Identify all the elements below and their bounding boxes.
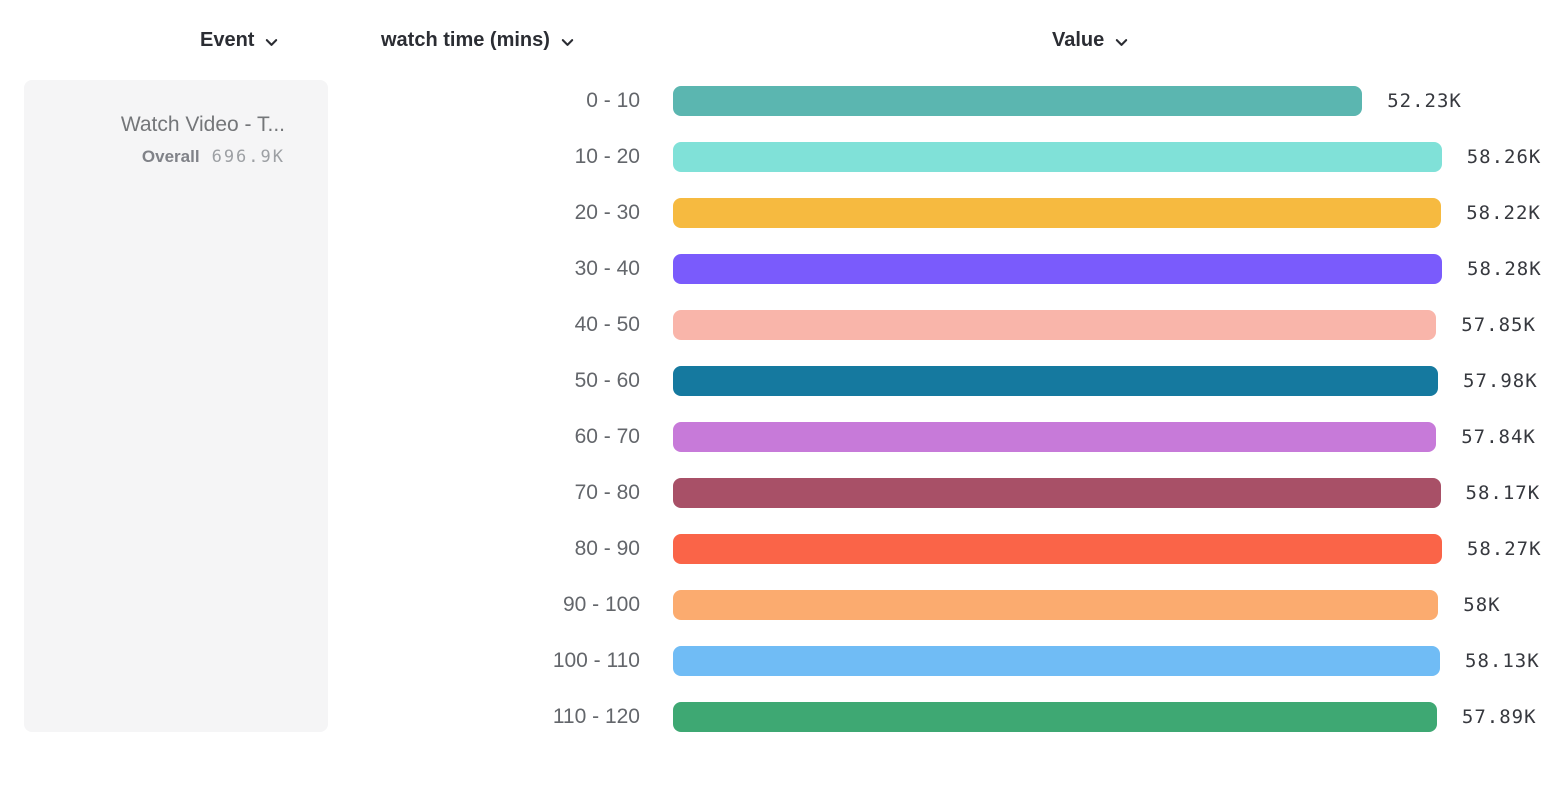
chart-row: 70 - 80 58.17K [0,465,1568,521]
value-label: 58.27K [1466,538,1542,560]
value-bar[interactable] [673,310,1437,340]
bucket-label: 20 - 30 [574,201,640,224]
value-label: 57.98K [1463,370,1538,392]
value-label: 58.17K [1465,482,1541,504]
value-bar[interactable] [673,86,1363,116]
bucket-label: 40 - 50 [574,313,640,336]
value-label: 58.13K [1465,650,1540,672]
value-bar[interactable] [673,646,1440,676]
value-label: 58.28K [1467,258,1542,280]
event-card[interactable]: Watch Video - T... Overall 696.9K [24,80,328,732]
watch-time-column-label: watch time (mins) [381,29,550,51]
chevron-down-icon [1114,35,1129,50]
value-label: 58.22K [1466,202,1541,224]
chart-row: 40 - 50 57.85K [0,297,1568,353]
chart-row: 50 - 60 57.98K [0,353,1568,409]
event-title: Watch Video - T... [120,113,285,136]
value-bar[interactable] [673,254,1442,284]
bucket-label: 60 - 70 [574,425,640,448]
value-label: 58K [1463,594,1501,616]
value-label: 57.85K [1461,314,1536,336]
value-bar[interactable] [673,142,1442,172]
chart-row: 80 - 90 58.27K [0,521,1568,577]
bucket-label: 80 - 90 [574,537,640,560]
chevron-down-icon [264,35,279,50]
chart-row: 20 - 30 58.22K [0,185,1568,241]
bucket-label: 10 - 20 [574,145,640,168]
bar-chart-rows: 0 - 10 52.23K 10 - 20 58.26K 20 - 30 58.22K 30… [0,73,1568,745]
chart-row: 60 - 70 57.84K [0,409,1568,465]
value-bar[interactable] [673,702,1437,732]
bucket-label: 50 - 60 [574,369,640,392]
bucket-label: 30 - 40 [574,257,640,280]
value-label: 57.89K [1461,706,1537,728]
chart-row: 10 - 20 58.26K [0,129,1568,185]
event-column-label: Event [200,29,255,51]
value-bar[interactable] [673,198,1442,228]
chart-row: 90 - 100 58K [0,577,1568,633]
chart-row: 110 - 120 57.89K [0,689,1568,745]
value-bar[interactable] [673,366,1438,396]
overall-row: Overall 696.9K [24,147,285,167]
value-label: 57.84K [1461,426,1536,448]
overall-label: Overall [141,147,200,166]
value-bar[interactable] [673,478,1441,508]
value-bar[interactable] [673,422,1437,452]
bucket-label: 70 - 80 [574,481,640,504]
value-bar[interactable] [673,534,1442,564]
chart-row: 30 - 40 58.28K [0,241,1568,297]
value-column-label: Value [1052,29,1105,51]
bucket-label: 100 - 110 [552,649,640,672]
value-column-header[interactable]: Value [1052,29,1129,52]
bucket-label: 110 - 120 [552,705,640,728]
bucket-label: 90 - 100 [562,593,640,616]
value-bar[interactable] [673,590,1439,620]
chart-row: 100 - 110 58.13K [0,633,1568,689]
event-column-header[interactable]: Event [200,29,279,52]
watch-time-column-header[interactable]: watch time (mins) [381,29,575,52]
chart-row: 0 - 10 52.23K [0,73,1568,129]
bucket-label: 0 - 10 [586,89,640,112]
value-label: 52.23K [1387,90,1462,112]
overall-value: 696.9K [211,147,285,167]
chevron-down-icon [560,35,575,50]
value-label: 58.26K [1466,146,1542,168]
